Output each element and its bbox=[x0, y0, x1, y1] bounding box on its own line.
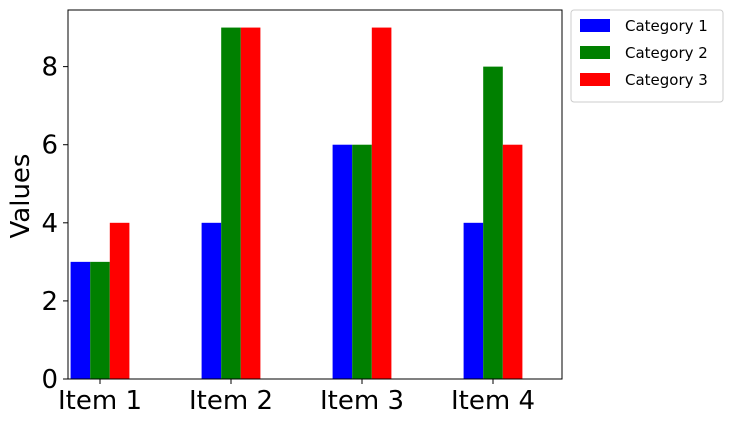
legend-label: Category 1 bbox=[625, 17, 708, 35]
y-tick-label: 4 bbox=[41, 209, 58, 239]
bar-category-1-item-3 bbox=[332, 144, 353, 379]
legend-swatch bbox=[580, 19, 610, 32]
legend-label: Category 3 bbox=[625, 71, 708, 89]
bar-category-3-item-4 bbox=[502, 144, 523, 379]
plot-area bbox=[70, 27, 523, 380]
legend: Category 1 Category 2 Category 3 bbox=[570, 9, 724, 103]
axes: 0 2 4 6 8 Item 1 Item 2 Item 3 Item 4 bbox=[41, 9, 563, 416]
bar-category-1-item-4 bbox=[463, 222, 484, 379]
plot-frame bbox=[67, 9, 563, 380]
y-axis-title: Values bbox=[6, 154, 36, 239]
bar-category-3-item-3 bbox=[371, 27, 392, 379]
bar-category-3-item-2 bbox=[240, 27, 261, 379]
bar-category-2-item-2 bbox=[221, 27, 241, 379]
x-tick-label: Item 1 bbox=[58, 386, 142, 416]
bar-category-1-item-1 bbox=[70, 261, 91, 379]
y-tick-label: 2 bbox=[41, 287, 58, 317]
bar-category-2-item-4 bbox=[483, 66, 503, 380]
bar-category-1-item-2 bbox=[201, 222, 222, 379]
y-tick-label: 8 bbox=[41, 53, 58, 83]
y-tick-label: 0 bbox=[41, 365, 58, 395]
bar-category-2-item-3 bbox=[352, 144, 372, 379]
x-tick-label: Item 3 bbox=[320, 386, 404, 416]
x-tick-label: Item 4 bbox=[451, 386, 535, 416]
legend-swatch bbox=[580, 46, 610, 59]
bar-category-2-item-1 bbox=[90, 261, 110, 379]
x-tick-label: Item 2 bbox=[189, 386, 273, 416]
y-tick-label: 6 bbox=[41, 131, 58, 161]
legend-swatch bbox=[580, 73, 610, 86]
bar-category-3-item-1 bbox=[109, 222, 130, 379]
legend-label: Category 2 bbox=[625, 44, 708, 62]
